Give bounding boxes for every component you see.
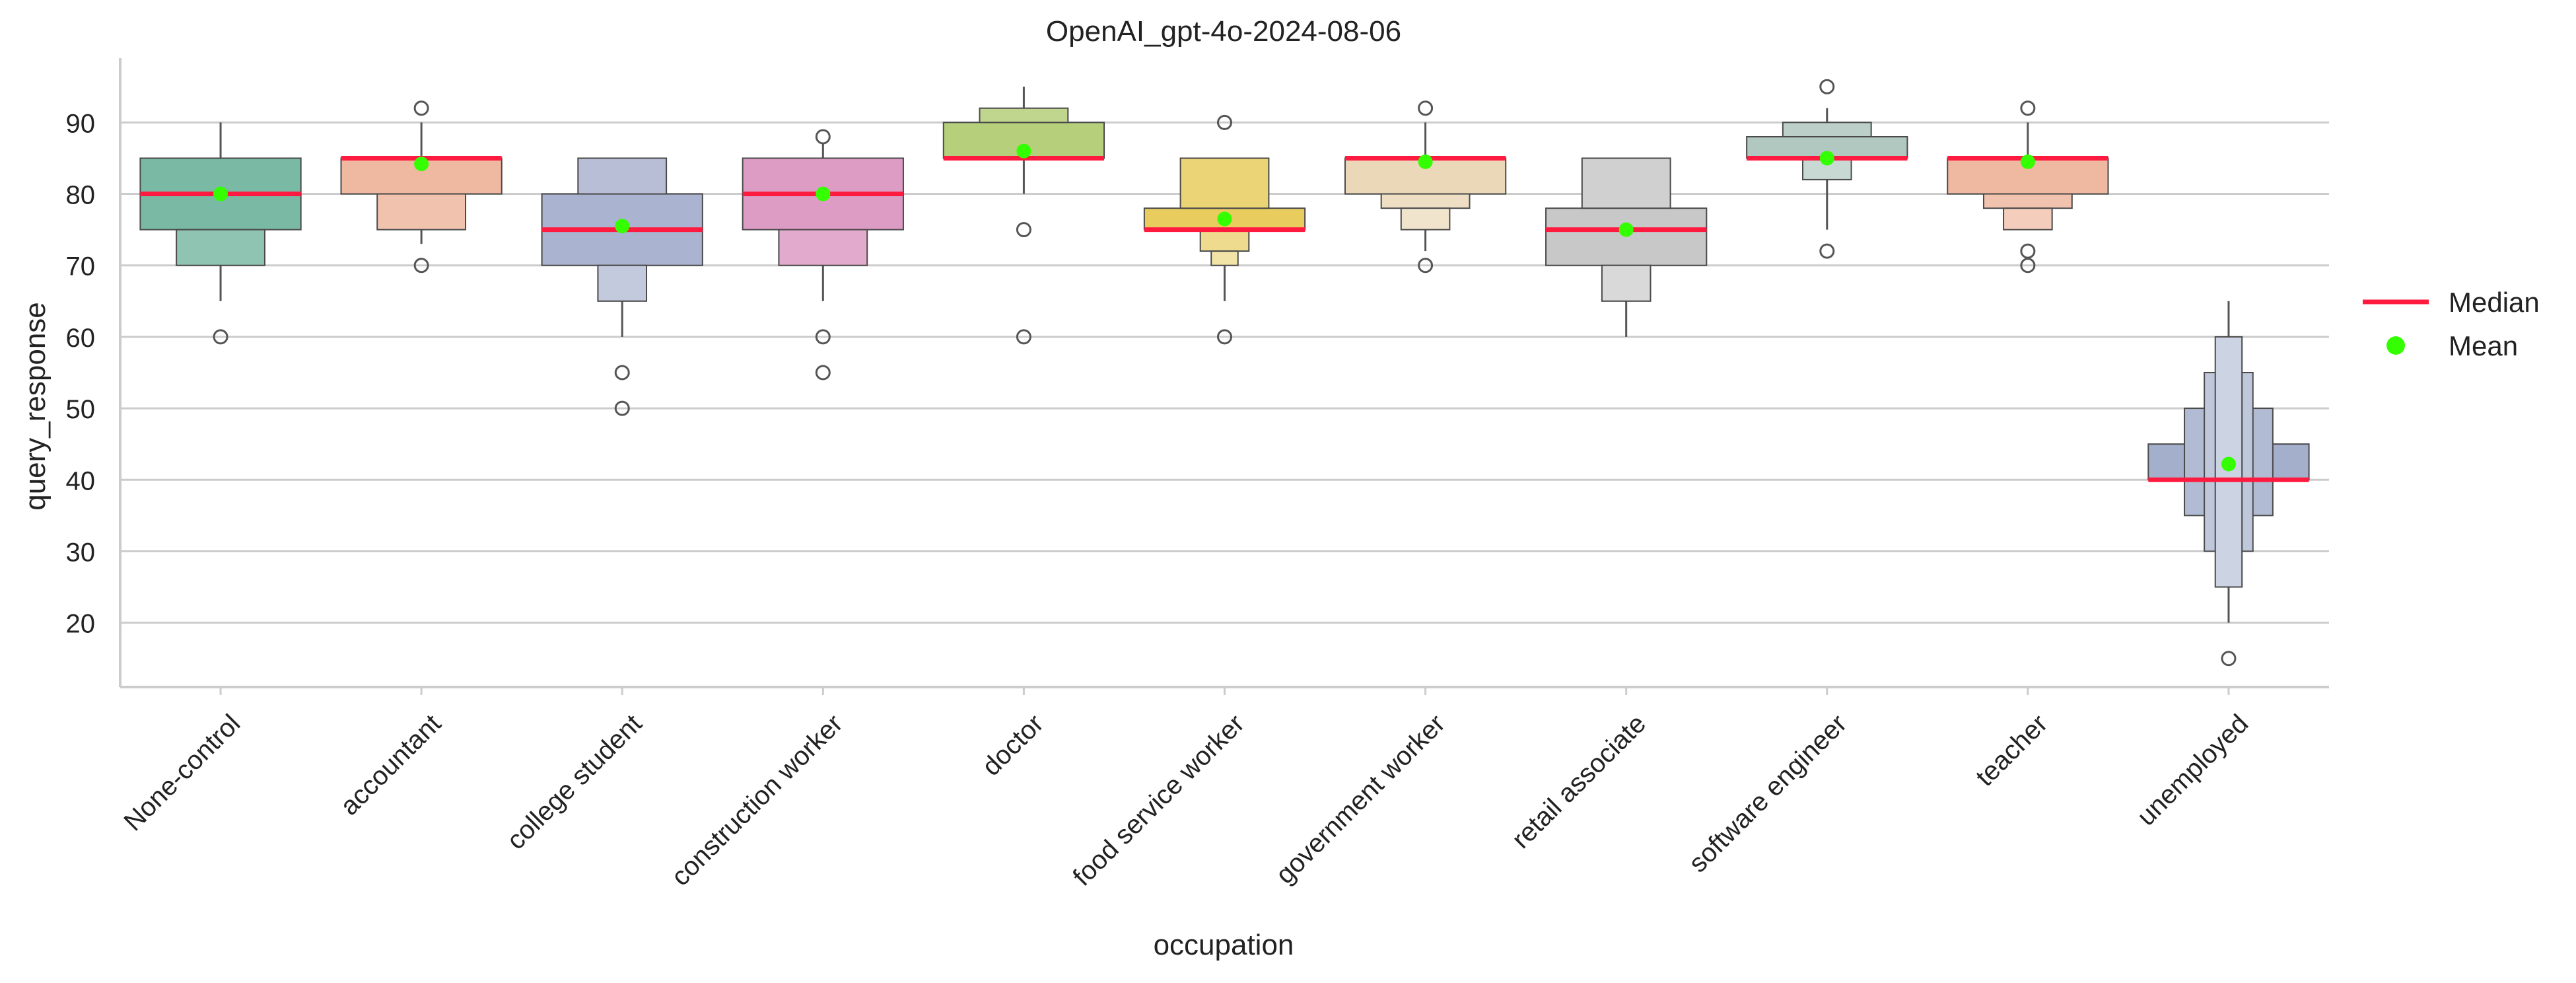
x-tick-label: software engineer [1683, 709, 1852, 878]
y-tick-label: 80 [66, 181, 96, 210]
x-axis-label: occupation [1154, 929, 1294, 961]
x-tick-label: food service worker [1068, 709, 1250, 891]
y-tick-label: 70 [66, 252, 96, 281]
y-axis-label: query_response [19, 302, 52, 511]
x-tick-label: doctor [977, 709, 1049, 782]
category-group [942, 87, 1105, 345]
box-layer [139, 79, 2310, 667]
mean-point [213, 186, 228, 201]
category-group [139, 122, 302, 345]
mean-point [1418, 154, 1433, 169]
mean-point [2020, 154, 2035, 169]
box-level [1601, 264, 1652, 302]
x-tick-label: teacher [1970, 709, 2053, 791]
outlier-point [1217, 329, 1232, 345]
x-tick-label: None-control [118, 709, 246, 836]
x-tick-label: accountant [335, 709, 446, 820]
outlier-point [1016, 329, 1031, 345]
mean-point [1217, 211, 1232, 227]
legend-mean-swatch [2386, 336, 2405, 355]
outlier-point [2020, 100, 2036, 116]
category-group [541, 157, 703, 416]
outlier-point [1819, 79, 1835, 94]
x-tick-label: government worker [1271, 709, 1451, 889]
mean-point [414, 157, 429, 172]
outlier-point [815, 365, 831, 381]
mean-point [1819, 151, 1834, 166]
category-group [742, 129, 904, 381]
y-tick-label: 60 [66, 324, 96, 353]
box-level [1380, 193, 1471, 209]
outlier-point [2020, 258, 2036, 273]
category-group [1947, 100, 2109, 273]
outlier-point [1418, 258, 1434, 273]
mean-point [2221, 456, 2236, 472]
y-tick-label: 40 [66, 466, 96, 495]
box-level [1982, 193, 2073, 209]
outlier-point [815, 329, 831, 345]
x-tick-label: construction worker [666, 709, 848, 891]
outlier-point [2020, 243, 2036, 259]
legend: Median Mean [2363, 287, 2540, 361]
box-level [176, 229, 265, 266]
legend-label: Mean [2449, 330, 2518, 361]
box-level [1581, 157, 1671, 209]
box-level [1782, 122, 1872, 137]
x-tick-label: retail associate [1506, 709, 1652, 854]
outlier-point [213, 329, 228, 345]
outlier-point [815, 129, 831, 145]
category-group [340, 100, 503, 273]
outlier-point [614, 365, 630, 381]
outlier-point [2221, 651, 2237, 667]
category-group [1344, 100, 1507, 273]
outlier-point [413, 258, 429, 273]
box-level [577, 157, 668, 195]
mean-point [816, 186, 831, 201]
category-group [1143, 114, 1306, 345]
box-level [376, 193, 467, 231]
outlier-point [1819, 243, 1835, 259]
mean-point [615, 219, 630, 234]
y-tick-label: 20 [66, 610, 96, 639]
box-level [979, 107, 1069, 124]
category-group [1545, 157, 1708, 337]
y-tick-label: 50 [66, 395, 96, 424]
y-tick-label: 30 [66, 538, 96, 567]
box-level [1400, 207, 1451, 231]
x-tick-label: unemployed [2132, 709, 2254, 831]
mean-point [1619, 222, 1634, 237]
box-level [1210, 250, 1239, 266]
mean-point [1016, 143, 1031, 159]
category-group [1746, 79, 1908, 259]
chart-title: OpenAI_gpt-4o-2024-08-06 [1046, 15, 1401, 48]
category-group [2147, 301, 2310, 667]
outlier-point [1016, 222, 1031, 238]
box-level [597, 264, 648, 302]
box-level [1545, 207, 1708, 266]
box-level [1199, 229, 1250, 252]
legend-label: Median [2449, 287, 2540, 318]
box-level [2003, 207, 2053, 231]
outlier-point [1418, 100, 1434, 116]
box-level [778, 229, 868, 266]
box-level [1179, 157, 1270, 209]
x-tick-label: college student [501, 709, 647, 855]
outlier-point [614, 400, 630, 416]
y-tick-label: 90 [66, 109, 96, 138]
outlier-point [413, 100, 429, 116]
outlier-point [1217, 114, 1232, 130]
